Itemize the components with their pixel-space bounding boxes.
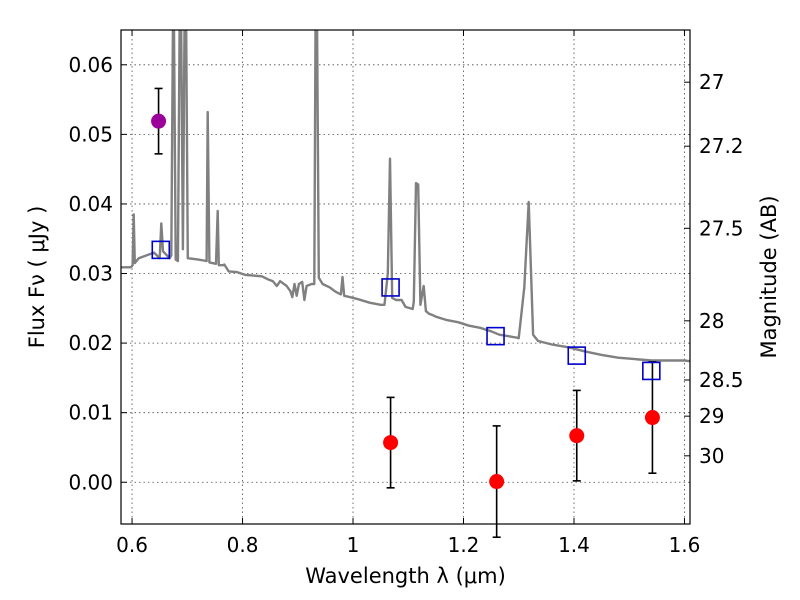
y-tick-label: 0.01 <box>68 401 113 425</box>
model-spectrum-line <box>121 30 690 363</box>
error-bars-layer <box>154 87 657 539</box>
photometry-primary-point <box>151 113 167 129</box>
model-photometry-square <box>486 326 505 346</box>
photometry-point <box>383 435 399 451</box>
model-spectrum-layer <box>121 30 690 363</box>
model-photometry-square <box>151 240 171 260</box>
magnitude-tick-label: 27.5 <box>699 216 744 240</box>
x-axis-label: Wavelength λ (μm) <box>305 564 506 588</box>
model-photometry-square <box>381 278 400 297</box>
plot-frame <box>120 29 691 525</box>
model-photometry-square <box>567 346 587 365</box>
x-tick-label: 0.6 <box>116 533 148 557</box>
magnitude-tick-label: 29 <box>699 404 724 428</box>
model-photometry-square <box>642 361 661 381</box>
x-tick-label: 1 <box>347 533 360 557</box>
x-tick-label: 1.4 <box>558 533 590 557</box>
x-tick-label: 1.6 <box>669 533 701 557</box>
y-tick-label: 0.06 <box>68 53 113 77</box>
magnitude-tick-label: 27.2 <box>699 134 744 158</box>
photometry-point <box>644 410 660 426</box>
x-tick-label: 1.2 <box>448 533 480 557</box>
markers-layer <box>151 113 661 490</box>
photometry-point <box>489 474 505 490</box>
y-tick-label: 0.03 <box>68 262 113 286</box>
y-tick-label: 0.02 <box>68 331 113 355</box>
axis-labels: 0.6 0.8 1 1.2 1.4 1.6 0.00 0.01 0.02 0.03 0.04 0.05… <box>25 53 781 588</box>
magnitude-axis-label: Magnitude (AB) <box>757 195 781 358</box>
magnitude-tick-label: 28.5 <box>699 368 744 392</box>
y-tick-label: 0.04 <box>68 192 113 216</box>
photometry-point <box>569 428 585 444</box>
magnitude-tick-label: 27 <box>699 70 724 94</box>
grid-lines <box>121 30 690 524</box>
y-tick-label: 0.00 <box>68 470 113 494</box>
magnitude-tick-label: 28 <box>699 309 724 333</box>
y-tick-label: 0.05 <box>68 122 113 146</box>
magnitude-tick-label: 30 <box>699 444 724 468</box>
y-axis-label: Flux Fν ( μJy ) <box>25 206 49 349</box>
x-tick-label: 0.8 <box>227 533 259 557</box>
axis-ticks <box>121 30 690 524</box>
